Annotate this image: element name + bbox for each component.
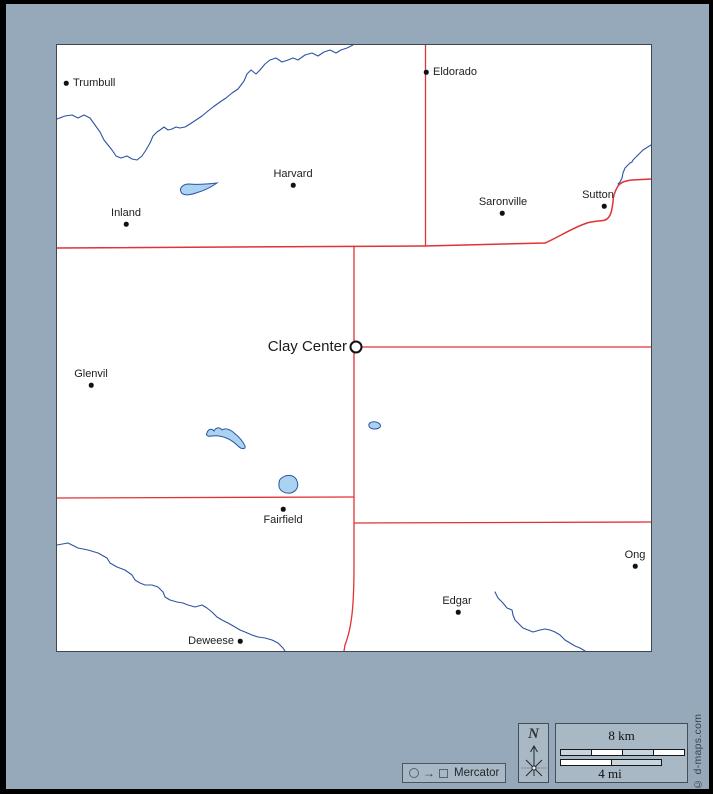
- scale-segment: [653, 750, 684, 755]
- projection-label: Mercator: [454, 767, 500, 779]
- scale-segment: [610, 760, 661, 765]
- town-dot: [455, 609, 461, 615]
- scale-segment: [591, 750, 622, 755]
- dmaps-credit-watermark: © d-maps.com: [692, 713, 704, 790]
- scale-segment: [561, 750, 591, 755]
- map-geometry: [57, 45, 651, 651]
- town-dot: [280, 506, 286, 512]
- compass-north-label: N: [528, 726, 539, 742]
- road-claycenter-vertical: [343, 245, 355, 651]
- scale-bar-mi: [560, 759, 662, 766]
- projection-badge: → Mercator: [402, 763, 507, 783]
- scale-mi-label: 4 mi: [598, 766, 622, 781]
- road-north-horizontal: [57, 178, 651, 249]
- river-northwest: [57, 45, 354, 161]
- lake-shape: [180, 182, 219, 196]
- scale-segment: [561, 760, 611, 765]
- road-south-horizontal: [353, 521, 651, 524]
- circle-outline-icon: [409, 768, 419, 778]
- lake-shape: [205, 427, 246, 450]
- lake-shape: [368, 421, 381, 430]
- town-dot: [632, 563, 638, 569]
- lake-shape: [278, 474, 299, 494]
- town-label: Fairfield: [263, 514, 303, 526]
- town-label: Deweese: [188, 634, 234, 647]
- town-dot: [237, 638, 243, 644]
- town-dot: [601, 203, 607, 209]
- scale-bar-box: 8 km 4 mi: [555, 723, 688, 783]
- town-dot: [423, 69, 429, 75]
- town-label: Inland: [111, 206, 141, 219]
- town-label: Glenvil: [74, 367, 108, 380]
- square-outline-icon: [439, 768, 448, 778]
- river-northeast: [617, 144, 651, 185]
- town-dot: [499, 210, 505, 216]
- town-dot: [290, 182, 296, 188]
- scale-segment: [622, 750, 653, 755]
- river-southeast: [494, 591, 586, 651]
- town-label: Trumbull: [73, 76, 116, 89]
- town-label: Ong: [624, 548, 646, 561]
- county-seat-label: Clay Center: [267, 337, 347, 355]
- compass-rose-icon: [520, 745, 547, 777]
- town-label: Saronville: [478, 195, 528, 208]
- town-label: Harvard: [273, 167, 313, 180]
- map-mat-background: Trumbull Eldorado Harvard Inland Saronvi…: [6, 4, 709, 790]
- town-dot: [63, 80, 69, 86]
- scale-km-label: 8 km: [608, 728, 635, 743]
- town-label: Edgar: [442, 594, 472, 607]
- town-label: Sutton: [582, 188, 614, 201]
- town-dot: [123, 221, 129, 227]
- county-map: Trumbull Eldorado Harvard Inland Saronvi…: [56, 44, 652, 652]
- road-fairfield-horizontal: [57, 496, 355, 499]
- scale-bar-km: [560, 749, 685, 756]
- county-seat-ring-marker: [349, 340, 363, 354]
- compass-box: N: [518, 723, 549, 783]
- right-arrow-icon: →: [423, 766, 435, 780]
- town-dot: [88, 382, 94, 388]
- town-label: Eldorado: [433, 65, 478, 78]
- river-southwest: [57, 542, 286, 651]
